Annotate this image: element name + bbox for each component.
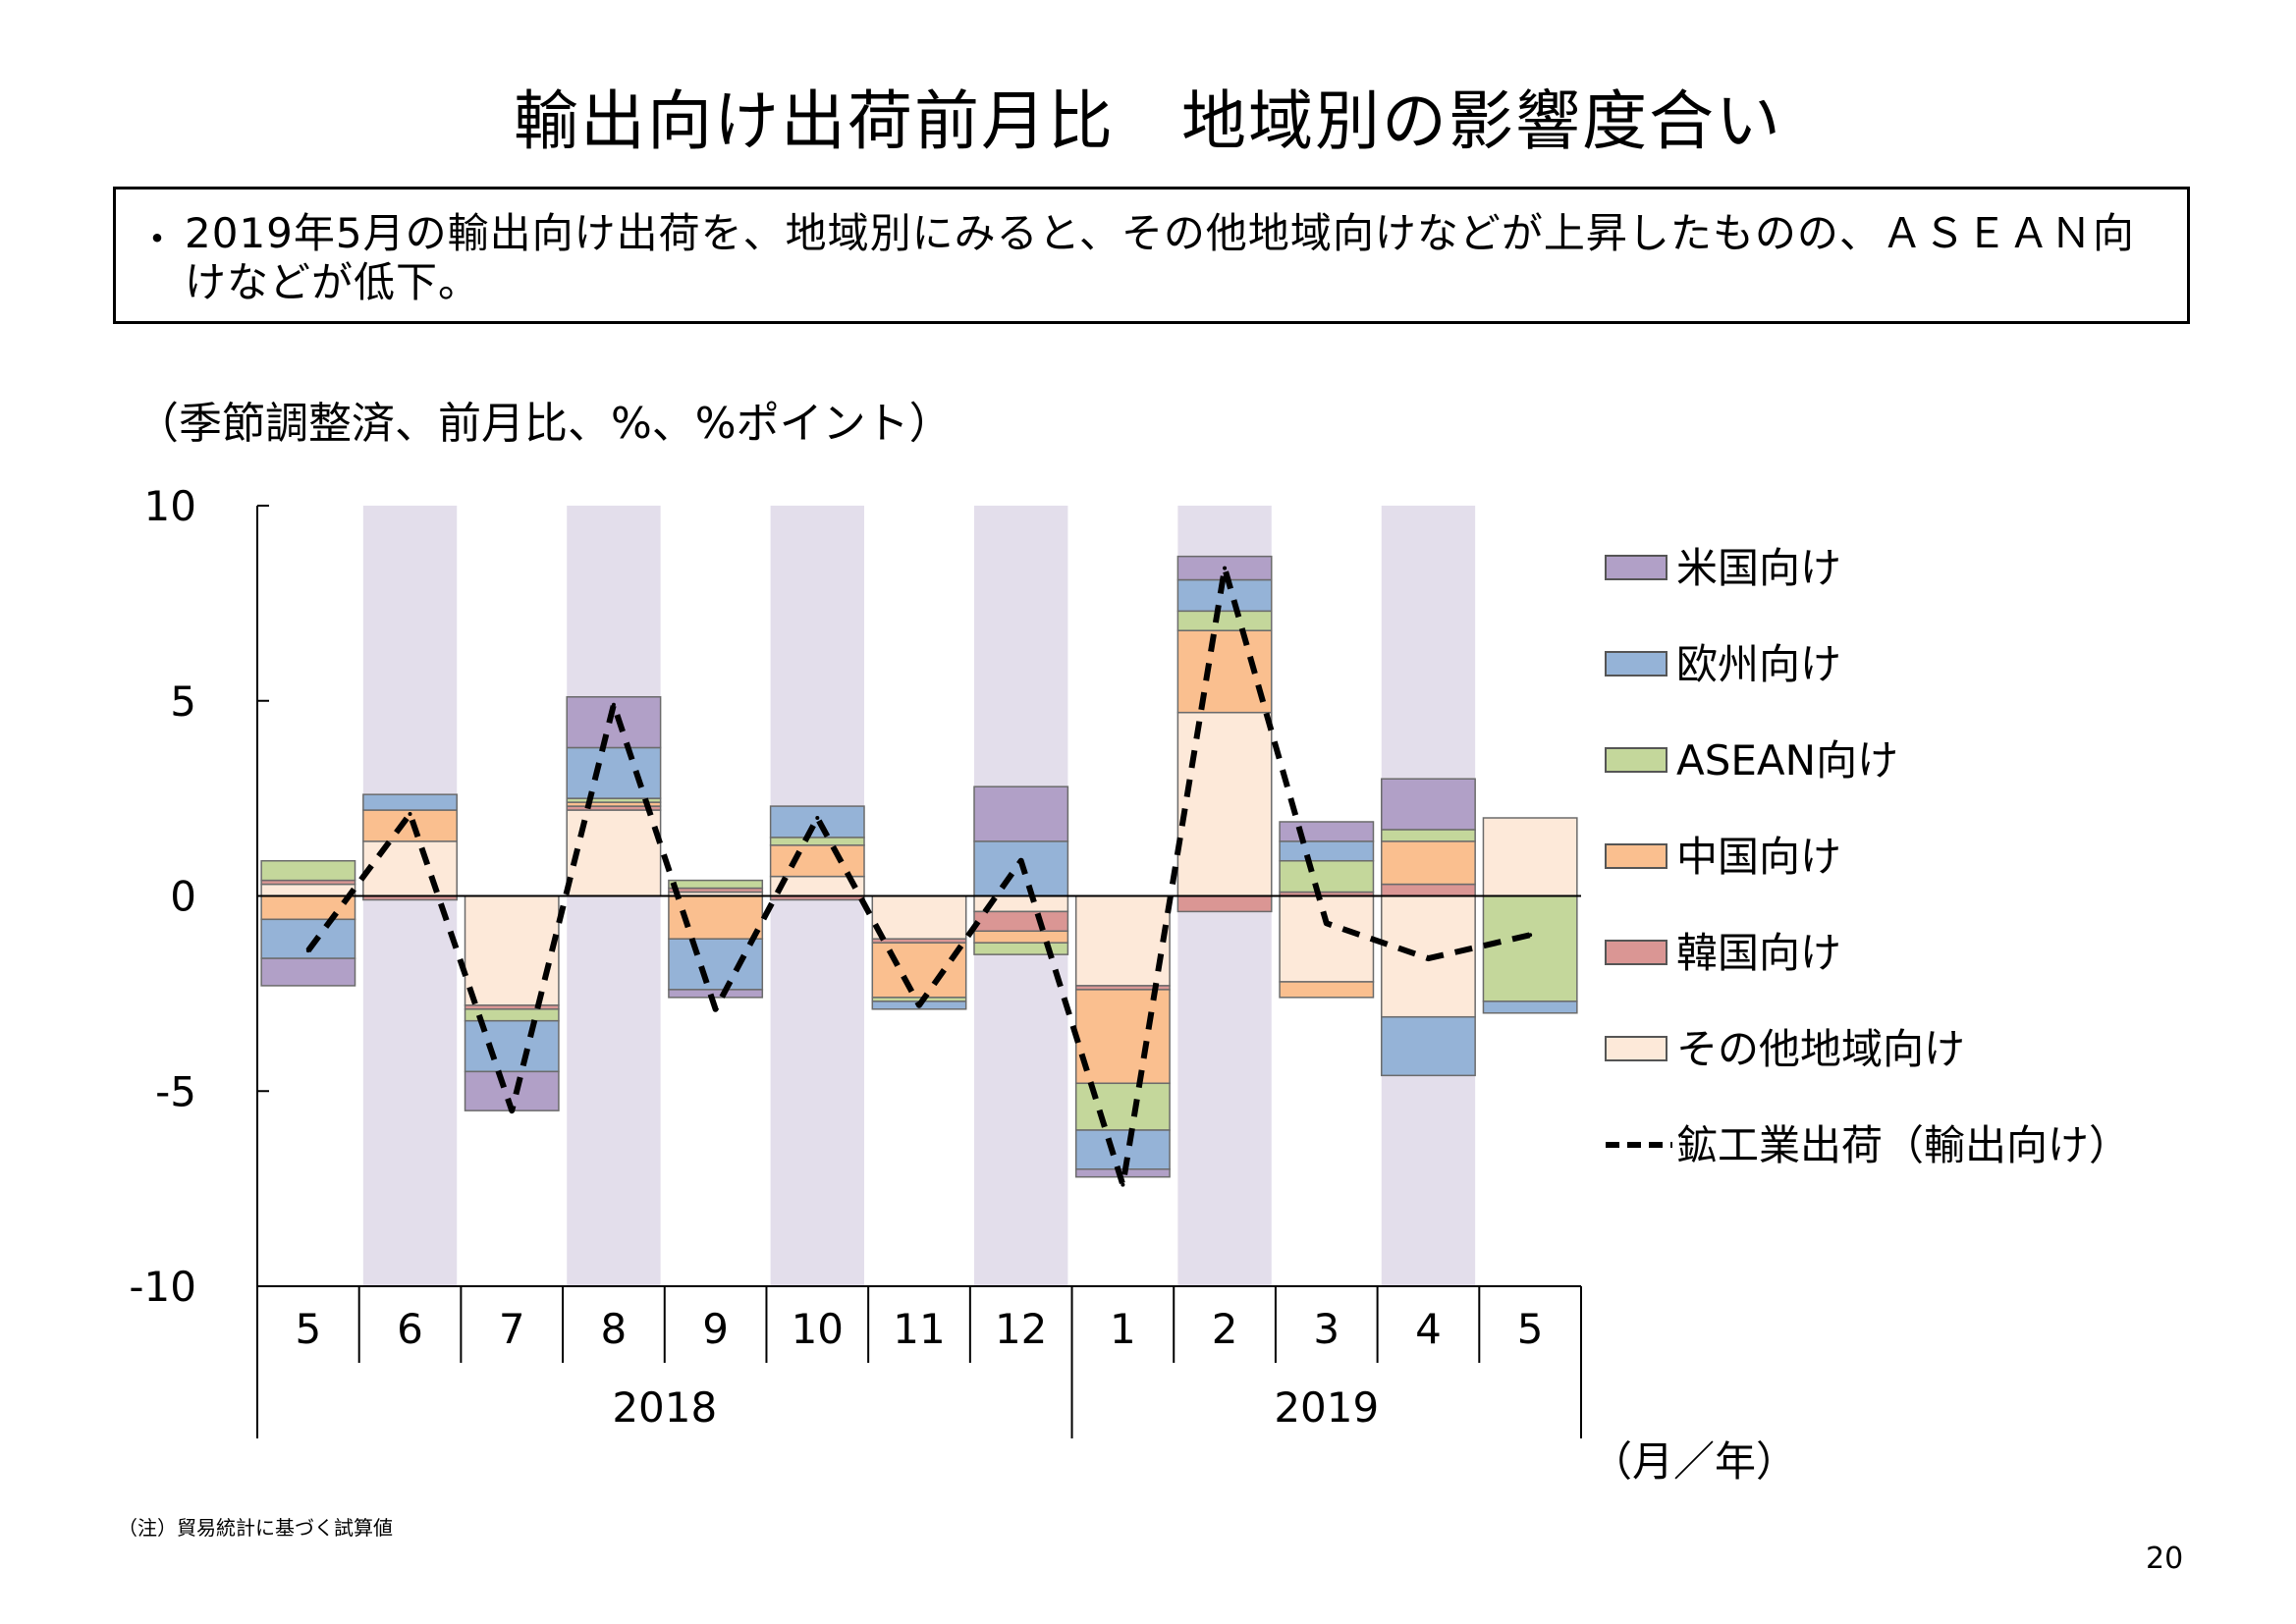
x-tick-label: 5: [295, 1305, 321, 1353]
bar-segment: [973, 930, 1069, 944]
bar-segment: [260, 957, 356, 987]
summary-text: 2019年5月の輸出向け出荷を、地域別にみると、その他地域向けなどが上昇したもの…: [185, 209, 2135, 306]
bar-segment: [1176, 894, 1273, 913]
line-point: [713, 1006, 718, 1011]
bar-segment: [1279, 859, 1375, 893]
x-tick-label: 8: [601, 1305, 628, 1353]
legend-swatch: [1605, 1036, 1667, 1061]
line-point: [1223, 566, 1228, 570]
bar-segment: [1279, 840, 1375, 862]
x-tick-label: 2: [1212, 1305, 1238, 1353]
bar-segment: [1279, 894, 1375, 983]
footnote: （注）貿易統計に基づく試算値: [118, 1516, 393, 1540]
bar-segment: [1482, 1001, 1578, 1014]
x-tick-label: 6: [397, 1305, 423, 1353]
line-point: [1018, 858, 1023, 863]
line-point: [1324, 921, 1329, 926]
x-tick-label: 10: [792, 1305, 844, 1353]
x-tick-label: 1: [1110, 1305, 1136, 1353]
legend-label: その他地域向け: [1676, 1025, 1965, 1073]
line-point: [1426, 956, 1431, 961]
bar-segment: [260, 859, 356, 882]
line-point: [917, 1002, 921, 1007]
y-tick-label: -5: [155, 1067, 196, 1115]
bar-segment: [260, 883, 356, 897]
bar-segment: [871, 942, 967, 999]
line-point: [611, 702, 616, 707]
bar-segment: [668, 879, 764, 890]
page-title: 輸出向け出荷前月比 地域別の影響度合い: [514, 83, 1782, 159]
x-tick-label: 12: [995, 1305, 1047, 1353]
bar-segment: [1482, 817, 1578, 897]
legend-label: 欧州向け: [1676, 640, 1841, 688]
x-unit-label: （月／年）: [1591, 1437, 1797, 1486]
line-point: [815, 816, 820, 820]
legend-swatch: [1605, 555, 1667, 580]
bar-segment: [973, 910, 1069, 933]
bar-segment: [668, 938, 764, 991]
x-tick-label: 7: [499, 1305, 525, 1353]
legend-swatch: [1605, 940, 1667, 965]
x-tick-label: 3: [1313, 1305, 1339, 1353]
bar-segment: [1074, 894, 1171, 987]
legend-swatch: [1605, 747, 1667, 773]
bar-segment: [769, 837, 865, 846]
page-number: 20: [2146, 1542, 2184, 1576]
bar-segment: [1279, 821, 1375, 842]
bar-segment: [973, 785, 1069, 842]
x-tick-label: 9: [702, 1305, 729, 1353]
x-tick-label: 11: [893, 1305, 945, 1353]
bar-segment: [1381, 829, 1476, 842]
y-tick-label: -10: [129, 1263, 196, 1311]
bar-segment: [464, 894, 560, 1006]
bar-segment: [871, 894, 967, 940]
bar-segment: [566, 809, 662, 897]
line-point: [510, 1109, 515, 1113]
bar-segment: [1279, 981, 1375, 999]
bar-segment: [566, 746, 662, 799]
legend-label: 鉱工業出荷（輸出向け）: [1676, 1121, 2130, 1169]
line-point: [1121, 1182, 1125, 1187]
bar-segment: [668, 989, 764, 999]
bar-segment: [1381, 883, 1476, 897]
legend-label: 米国向け: [1676, 544, 1841, 592]
year-label: 2019: [1274, 1383, 1379, 1432]
year-label: 2018: [612, 1383, 717, 1432]
bar-segment: [260, 894, 356, 921]
legend-swatch: [1605, 651, 1667, 677]
bar-segment: [1074, 1082, 1171, 1131]
legend-label: 韓国向け: [1676, 929, 1841, 977]
bar-segment: [1381, 778, 1476, 831]
y-tick-label: 0: [170, 873, 196, 921]
line-point: [1528, 933, 1533, 938]
bar-segment: [464, 1019, 560, 1073]
bar-segment: [1176, 629, 1273, 714]
summary-bullet: ・: [137, 217, 177, 262]
bar-segment: [1074, 989, 1171, 1085]
summary-box: ・ 2019年5月の輸出向け出荷を、地域別にみると、その他地域向けなどが上昇した…: [113, 187, 2190, 324]
bar-segment: [1074, 1129, 1171, 1170]
legend-swatch: [1605, 843, 1667, 869]
bar-segment: [1482, 894, 1578, 1002]
unit-label: （季節調整済、前月比、%、%ポイント）: [136, 399, 953, 449]
legend-label: ASEAN向け: [1676, 736, 1898, 785]
bar-segment: [362, 793, 458, 811]
y-tick-label: 10: [144, 482, 196, 530]
bar-segment: [362, 840, 458, 897]
line-point: [408, 812, 412, 817]
y-tick-label: 5: [170, 677, 196, 726]
x-tick-label: 4: [1415, 1305, 1442, 1353]
bar-segment: [769, 844, 865, 878]
bar-segment: [1381, 1015, 1476, 1077]
bar-segment: [1176, 711, 1273, 897]
bar-segment: [1176, 610, 1273, 631]
line-point: [305, 948, 310, 953]
bar-segment: [973, 942, 1069, 955]
x-tick-label: 5: [1517, 1305, 1544, 1353]
legend-label: 中国向け: [1676, 833, 1841, 881]
bar-segment: [1381, 840, 1476, 886]
